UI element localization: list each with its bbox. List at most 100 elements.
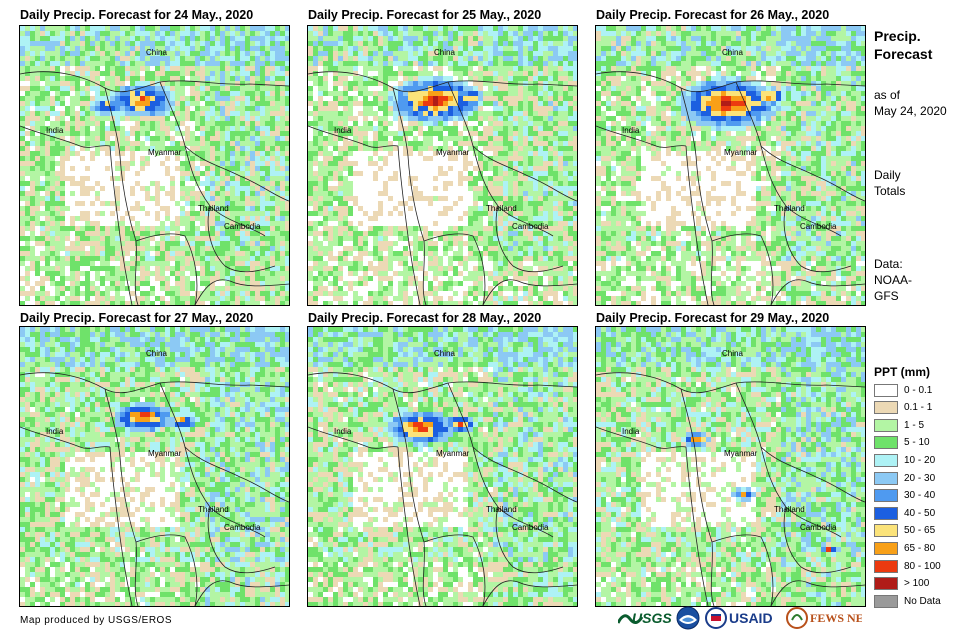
country-label-thailand: Thailand — [774, 204, 805, 213]
panel-title-3: Daily Precip. Forecast for 26 May., 2020 — [596, 8, 830, 22]
country-border — [194, 580, 289, 606]
map-panel-1: China India Myanmar Thailand Cambodia — [19, 25, 290, 306]
legend-swatch — [874, 401, 898, 415]
country-border — [760, 446, 865, 503]
legend-swatch — [874, 594, 898, 608]
precip-raster — [596, 327, 865, 606]
data-source: Data: NOAA- GFS — [874, 257, 913, 303]
country-label-thailand: Thailand — [198, 505, 229, 514]
usaid-logo: USAID — [705, 606, 783, 630]
map-panel-6: China India Myanmar Thailand Cambodia — [595, 326, 866, 607]
map-panel-2: China India Myanmar Thailand Cambodia — [307, 25, 578, 306]
country-border — [109, 446, 133, 606]
legend-item: 10 - 20 — [874, 452, 935, 468]
country-border — [308, 125, 399, 148]
country-label-china: China — [434, 48, 455, 57]
country-border — [735, 81, 842, 237]
country-label-myanmar: Myanmar — [148, 148, 182, 157]
country-label-thailand: Thailand — [774, 505, 805, 514]
country-label-china: China — [722, 48, 743, 57]
country-border — [423, 233, 486, 305]
country-border — [194, 279, 289, 305]
country-border — [783, 205, 852, 273]
noaa-emblem-icon — [676, 606, 700, 630]
legend-heading: Precip. Forecast — [874, 28, 933, 62]
country-border — [135, 233, 198, 305]
country-label-thailand: Thailand — [486, 204, 517, 213]
legend-swatch — [874, 524, 898, 538]
legend-label: 20 - 30 — [904, 472, 936, 484]
country-border — [685, 446, 709, 606]
country-border — [392, 388, 427, 606]
legend-item: No Data — [874, 593, 941, 609]
legend-item: 40 - 50 — [874, 505, 935, 521]
country-border — [20, 372, 289, 394]
map-panel-5: China India Myanmar Thailand Cambodia — [307, 326, 578, 607]
panel-title-1: Daily Precip. Forecast for 24 May., 2020 — [20, 8, 254, 22]
country-border — [735, 382, 842, 538]
country-label-thailand: Thailand — [198, 204, 229, 213]
noaa-logo — [676, 606, 700, 630]
country-label-cambodia: Cambodia — [224, 222, 261, 231]
country-label-myanmar: Myanmar — [724, 449, 758, 458]
legend-swatch — [874, 453, 898, 467]
country-border — [20, 426, 111, 449]
map-credit: Map produced by USGS/EROS — [20, 615, 173, 626]
country-border — [680, 87, 715, 305]
country-label-india: India — [622, 126, 640, 135]
country-label-cambodia: Cambodia — [224, 523, 261, 532]
country-border — [184, 446, 289, 503]
precip-raster — [308, 327, 577, 606]
country-border — [207, 506, 276, 574]
country-border — [680, 388, 715, 606]
country-label-myanmar: Myanmar — [436, 148, 470, 157]
country-border — [596, 426, 687, 449]
country-label-cambodia: Cambodia — [800, 222, 837, 231]
country-label-myanmar: Myanmar — [148, 449, 182, 458]
country-label-china: China — [146, 349, 167, 358]
country-border — [308, 426, 399, 449]
legend-swatch — [874, 471, 898, 485]
country-border — [711, 534, 774, 606]
legend-item: 65 - 80 — [874, 540, 935, 556]
country-border — [109, 145, 133, 305]
country-border — [685, 145, 709, 305]
legend-swatch — [874, 577, 898, 591]
country-border — [397, 145, 421, 305]
country-label-india: India — [334, 427, 352, 436]
legend-item: 30 - 40 — [874, 488, 935, 504]
fewsnet-logo: FEWS NET — [786, 606, 862, 630]
legend-label: 0.1 - 1 — [904, 402, 933, 414]
country-border — [397, 446, 421, 606]
legend-label: > 100 — [904, 578, 930, 590]
legend-item: 80 - 100 — [874, 558, 941, 574]
panel-title-2: Daily Precip. Forecast for 25 May., 2020 — [308, 8, 542, 22]
legend-swatch — [874, 489, 898, 503]
legend-label: 40 - 50 — [904, 507, 936, 519]
country-border — [135, 534, 198, 606]
country-label-cambodia: Cambodia — [512, 523, 549, 532]
country-label-cambodia: Cambodia — [512, 222, 549, 231]
legend-label: No Data — [904, 595, 941, 607]
usaid-seal-icon: USAID — [705, 607, 773, 629]
country-border — [770, 580, 865, 606]
fewsnet-emblem-icon: FEWS NET — [786, 607, 862, 629]
daily-totals-note: Daily Totals — [874, 168, 906, 198]
legend-item: > 100 — [874, 576, 929, 592]
legend-title: PPT (mm) — [874, 365, 931, 379]
country-border — [472, 145, 577, 202]
country-border — [596, 372, 865, 394]
country-border — [392, 87, 427, 305]
country-border — [596, 125, 687, 148]
precip-raster — [20, 26, 289, 305]
country-border — [447, 81, 554, 237]
country-border — [20, 125, 111, 148]
country-border — [495, 205, 564, 273]
country-border — [495, 506, 564, 574]
country-border — [308, 372, 577, 394]
country-label-china: China — [146, 48, 167, 57]
usgs-logo: USGS — [618, 606, 674, 630]
legend-swatch — [874, 436, 898, 450]
map-panel-4: China India Myanmar Thailand Cambodia — [19, 326, 290, 607]
country-border — [482, 580, 577, 606]
